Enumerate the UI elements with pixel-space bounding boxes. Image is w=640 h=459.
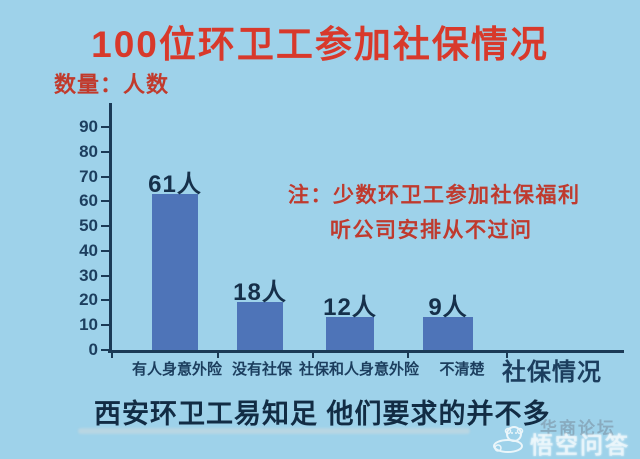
bar-1 — [152, 194, 198, 350]
y-tick-mark — [101, 274, 109, 277]
y-tick-label: 70 — [79, 166, 98, 186]
x-tick-mark — [506, 350, 508, 358]
annotation-line-2: 听公司安排从不过问 — [330, 219, 533, 242]
x-axis-line — [108, 350, 624, 353]
x-tick-mark — [407, 350, 409, 358]
y-tick-label: 40 — [79, 240, 98, 260]
watermark: 华商论坛 悟空问答 — [492, 419, 640, 459]
bar-value-label: 18人 — [233, 279, 287, 306]
x-tick-mark — [111, 350, 113, 358]
y-tick-label: 60 — [79, 191, 98, 211]
y-tick-label: 50 — [79, 216, 98, 236]
bottom-caption: 西安环卫工易知足 他们要求的并不多 — [94, 399, 551, 429]
y-tick-mark — [101, 349, 109, 351]
y-tick-mark — [101, 249, 109, 252]
y-tick-mark — [101, 150, 109, 153]
y-tick-mark — [101, 324, 109, 327]
bottom-smudge-artifact — [78, 428, 470, 434]
y-tick-mark — [101, 200, 109, 203]
y-tick-label: 0 — [88, 340, 98, 359]
y-tick-mark — [101, 175, 109, 178]
bar-2 — [237, 302, 283, 350]
y-tick-label: 30 — [79, 265, 98, 285]
y-tick-mark — [101, 125, 109, 128]
y-tick-mark — [101, 225, 109, 228]
y-tick-mark — [101, 299, 109, 302]
annotation-line-1: 注：少数环卫工参加社保福利 — [288, 184, 581, 207]
monkey-on-cloud-icon — [493, 426, 524, 453]
x-tick-mark — [217, 350, 219, 358]
bar-4 — [423, 317, 473, 350]
category-label: 不清楚 — [439, 361, 485, 378]
bar-value-label: 12人 — [323, 294, 377, 321]
y-tick-label: 90 — [79, 116, 98, 136]
y-tick-label: 80 — [79, 141, 98, 161]
y-axis-line — [109, 103, 112, 352]
y-tick-label: 10 — [79, 315, 98, 335]
chart-title: 100位环卫工参加社保情况 — [91, 24, 549, 65]
x-axis-title: 社保情况 — [502, 359, 602, 386]
bar-value-label: 9人 — [428, 294, 468, 321]
category-label: 没有社保 — [231, 361, 292, 378]
y-axis-label: 数量：人数 — [54, 72, 170, 97]
category-label: 有人身意外险 — [131, 361, 222, 378]
bar-value-label: 61人 — [148, 171, 202, 198]
watermark-brand-text: 悟空问答 — [530, 432, 630, 458]
watermark-overlay-text: 华商论坛 — [540, 419, 616, 438]
bar-3 — [326, 317, 374, 350]
y-tick-label: 20 — [79, 290, 98, 310]
x-tick-mark — [312, 350, 314, 358]
category-label: 社保和人身意外险 — [298, 361, 419, 378]
